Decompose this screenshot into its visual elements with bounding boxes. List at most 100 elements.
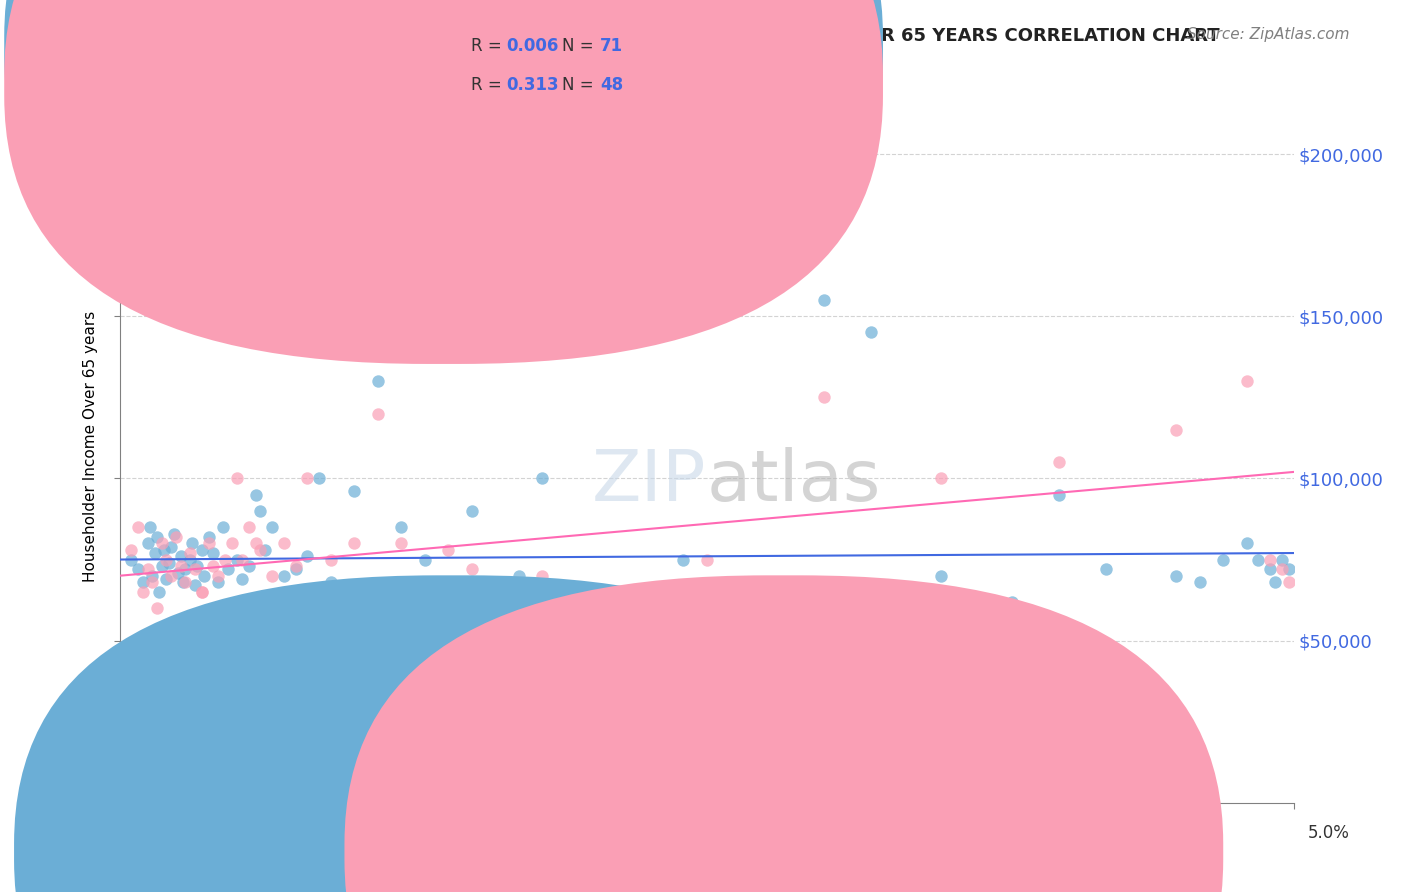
Point [367, 407, 389, 421]
Y-axis label: Householder Income Over 65 years: Householder Income Over 65 years [83, 310, 98, 582]
Text: ZIP: ZIP [592, 447, 707, 516]
Point [160, 540, 183, 554]
Point [150, 536, 173, 550]
Point [413, 552, 436, 566]
Text: IMMIGRANTS FROM CROATIA VS ZIMBABWEAN HOUSEHOLDER INCOME OVER 65 YEARS CORRELATI: IMMIGRANTS FROM CROATIA VS ZIMBABWEAN HO… [120, 27, 1219, 45]
Point [136, 536, 159, 550]
Point [155, 572, 177, 586]
Point [132, 575, 155, 590]
Point [245, 488, 267, 502]
Point [132, 585, 155, 599]
Point [484, 617, 506, 632]
Point [1247, 552, 1270, 566]
Point [157, 556, 180, 570]
Point [319, 575, 342, 590]
Point [179, 552, 201, 566]
Point [120, 552, 142, 566]
Point [262, 568, 284, 582]
Point [1278, 562, 1301, 576]
Text: 5.0%: 5.0% [1308, 824, 1350, 842]
Point [1278, 575, 1301, 590]
Point [461, 504, 484, 518]
Point [1258, 562, 1281, 576]
Point [672, 552, 695, 566]
Point [183, 562, 205, 576]
Point [238, 520, 260, 534]
Text: 71: 71 [600, 37, 623, 55]
Text: R =: R = [471, 76, 508, 94]
Point [167, 566, 190, 580]
Point [181, 536, 204, 550]
Point [211, 520, 233, 534]
Text: Zimbabweans: Zimbabweans [786, 843, 901, 861]
Point [162, 526, 184, 541]
Point [254, 542, 277, 557]
Point [343, 484, 366, 499]
Point [1047, 455, 1070, 469]
Point [174, 562, 197, 576]
Point [308, 471, 330, 485]
Point [931, 568, 953, 582]
Point [437, 542, 460, 557]
Text: N =: N = [562, 37, 599, 55]
Point [207, 575, 229, 590]
Point [367, 374, 389, 388]
Point [578, 585, 600, 599]
Point [718, 617, 741, 632]
Point [1236, 374, 1258, 388]
Point [202, 559, 225, 574]
Point [225, 471, 249, 485]
Point [197, 530, 219, 544]
Point [813, 293, 835, 307]
Point [389, 536, 412, 550]
Point [343, 536, 366, 550]
Point [150, 559, 173, 574]
Point [141, 568, 163, 582]
Point [217, 562, 239, 576]
Point [319, 552, 342, 566]
Point [146, 601, 169, 615]
Point [1264, 575, 1286, 590]
Point [1094, 562, 1116, 576]
Point [297, 549, 319, 564]
Point [190, 585, 212, 599]
Point [169, 559, 191, 574]
Point [284, 559, 307, 574]
Point [1047, 488, 1070, 502]
Point [146, 530, 169, 544]
Text: 48: 48 [600, 76, 623, 94]
Point [508, 568, 530, 582]
Point [813, 390, 835, 404]
Point [1258, 552, 1281, 566]
Point [141, 575, 163, 590]
Point [273, 536, 295, 550]
Text: 0.313: 0.313 [506, 76, 558, 94]
Point [214, 552, 236, 566]
Point [169, 549, 191, 564]
Point [202, 546, 225, 560]
Point [1236, 536, 1258, 550]
Point [531, 568, 554, 582]
Text: Immigrants from Croatia: Immigrants from Croatia [488, 843, 693, 861]
Point [578, 633, 600, 648]
Point [143, 546, 166, 560]
Point [437, 682, 460, 697]
Point [139, 520, 162, 534]
Point [273, 568, 295, 582]
Point [262, 520, 284, 534]
Point [148, 585, 170, 599]
Point [160, 568, 183, 582]
Point [190, 542, 212, 557]
Point [1271, 552, 1294, 566]
Point [696, 552, 718, 566]
Point [179, 546, 201, 560]
Point [225, 552, 249, 566]
Point [127, 520, 149, 534]
Point [931, 471, 953, 485]
Point [249, 504, 271, 518]
Point [766, 698, 789, 713]
Point [221, 536, 243, 550]
Point [624, 649, 647, 664]
Point [531, 471, 554, 485]
Point [1271, 562, 1294, 576]
